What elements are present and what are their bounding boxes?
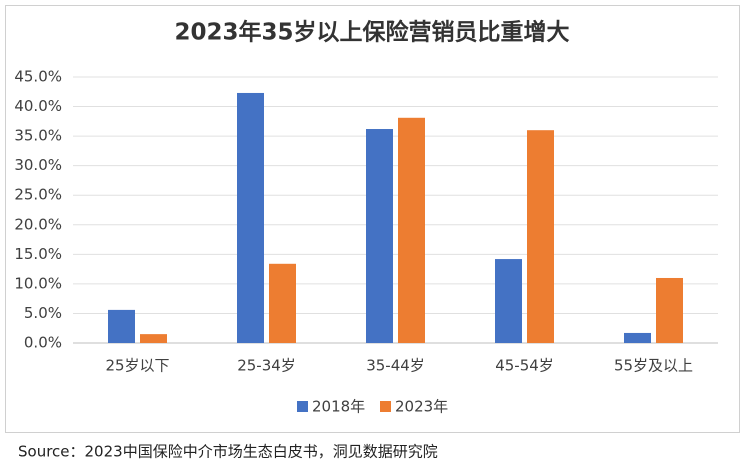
bar bbox=[656, 277, 683, 343]
y-tick-label: 10.0% bbox=[14, 274, 62, 292]
bar bbox=[140, 334, 167, 343]
x-tick-label: 35-44岁 bbox=[366, 357, 425, 375]
bar bbox=[108, 309, 135, 343]
bar bbox=[398, 117, 425, 343]
y-tick-label: 0.0% bbox=[24, 334, 62, 352]
y-tick-label: 30.0% bbox=[14, 156, 62, 174]
x-tick-label: 25岁以下 bbox=[105, 357, 169, 375]
x-tick-label: 45-54岁 bbox=[495, 357, 554, 375]
bar bbox=[237, 92, 264, 344]
x-tick-label: 55岁及以上 bbox=[614, 357, 693, 375]
legend-label: 2023年 bbox=[395, 398, 448, 416]
y-tick-label: 15.0% bbox=[14, 245, 62, 263]
bar bbox=[269, 263, 296, 343]
y-tick-label: 40.0% bbox=[14, 97, 62, 115]
chart-title: 2023年35岁以上保险营销员比重增大 bbox=[174, 19, 569, 46]
source: Source：2023中国保险中介市场生态白皮书，洞见数据研究院 bbox=[18, 443, 438, 461]
y-tick-label: 45.0% bbox=[14, 68, 62, 86]
y-tick-label: 5.0% bbox=[24, 304, 62, 322]
x-tick-label: 25-34岁 bbox=[237, 357, 296, 375]
legend-swatch bbox=[297, 401, 308, 412]
bar bbox=[495, 259, 522, 343]
legend-swatch bbox=[380, 401, 391, 412]
legend-label: 2018年 bbox=[312, 398, 365, 416]
bar bbox=[624, 332, 651, 343]
bar bbox=[527, 130, 554, 343]
y-tick-label: 20.0% bbox=[14, 215, 62, 233]
y-tick-label: 25.0% bbox=[14, 186, 62, 204]
y-tick-label: 35.0% bbox=[14, 127, 62, 145]
bar bbox=[366, 129, 393, 343]
